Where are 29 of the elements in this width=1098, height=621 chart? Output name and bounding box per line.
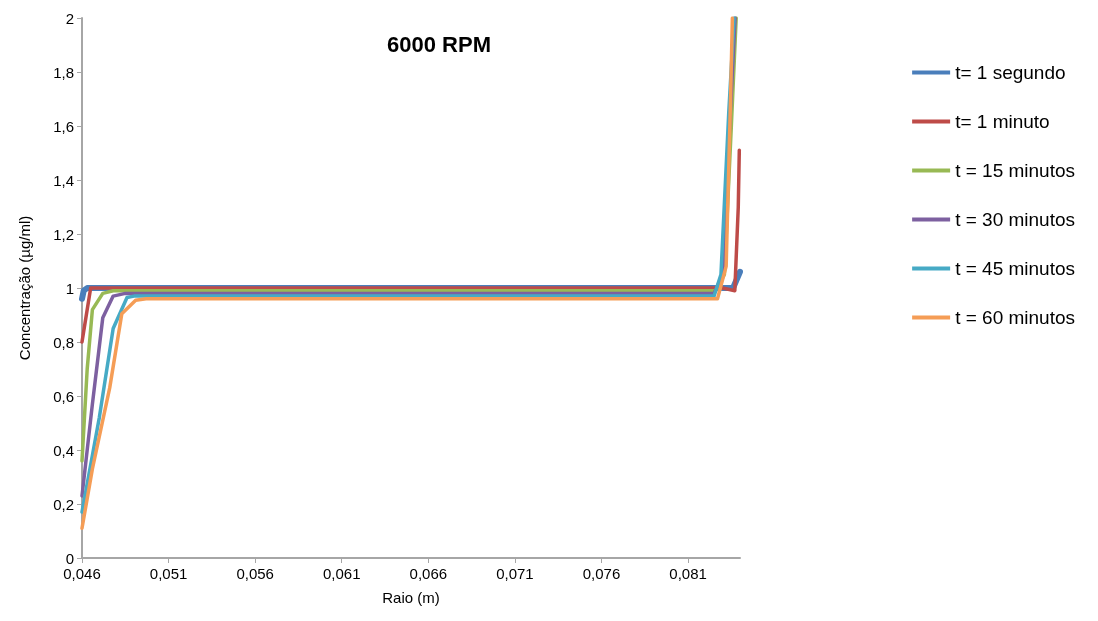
y-tick-label: 1 xyxy=(65,279,74,297)
x-tick-label: 0,071 xyxy=(496,565,534,582)
x-tick-label: 0,066 xyxy=(409,565,448,582)
x-tick-label: 0,051 xyxy=(149,565,188,582)
x-tick-label: 0,046 xyxy=(63,565,101,582)
text: 6000 RPM xyxy=(387,31,491,57)
y-tick-label: 0,6 xyxy=(53,387,74,405)
legend-label: t= 1 minuto xyxy=(955,111,1050,132)
legend-label: t= 1 segundo xyxy=(955,62,1066,83)
line-series xyxy=(80,148,742,344)
legend-label: t = 60 minutos xyxy=(955,307,1075,328)
legend-label: t = 15 minutos xyxy=(955,160,1075,181)
y-tick-label: 0,2 xyxy=(53,495,74,513)
x-axis-title: Raio (m) xyxy=(382,589,440,606)
x-tick-label: 0,081 xyxy=(669,565,707,582)
legend-label: t = 30 minutos xyxy=(955,209,1075,230)
x-tick-label: 0,076 xyxy=(582,565,621,582)
y-tick-label: 2 xyxy=(65,9,74,27)
y-tick-label: 0 xyxy=(65,549,74,567)
y-tick-label: 1,6 xyxy=(53,117,74,135)
x-tick-label: 0,056 xyxy=(236,565,274,582)
y-tick-label: 1,8 xyxy=(53,63,74,81)
x-tick-label: 0,061 xyxy=(322,565,361,582)
y-tick-label: 0,8 xyxy=(53,333,74,351)
y-tick-label: 1,2 xyxy=(53,225,74,243)
y-axis-title: Concentração (µg/ml) xyxy=(16,215,33,361)
y-tick-label: 0,4 xyxy=(53,441,74,459)
legend-label: t = 45 minutos xyxy=(955,258,1075,279)
y-tick-label: 1,4 xyxy=(53,171,74,189)
